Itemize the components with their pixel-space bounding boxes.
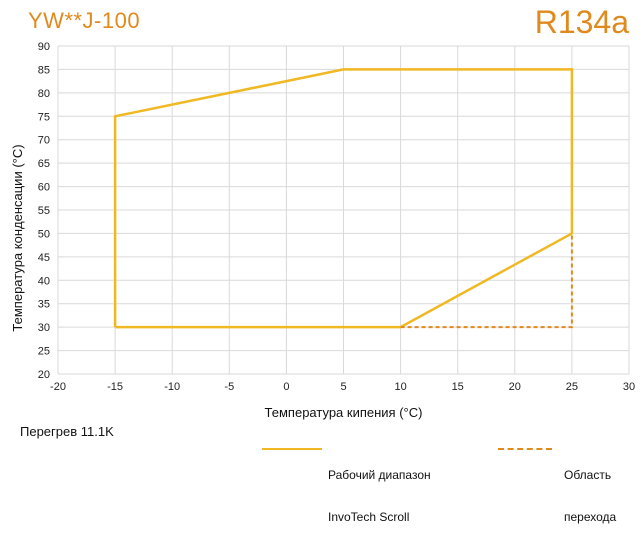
x-tick-label: 25: [566, 381, 578, 393]
y-tick-label: 55: [38, 205, 50, 217]
y-tick-label: 45: [38, 252, 50, 264]
y-tick-label: 70: [38, 135, 50, 147]
y-tick-label: 50: [38, 228, 50, 240]
x-tick-label: 10: [394, 381, 406, 393]
x-tick-label: 5: [340, 381, 346, 393]
y-tick-label: 35: [38, 299, 50, 311]
envelope-chart: -20 -15 -10 -5 0 5 10 15 20 25 30 20 25 30 35 40 45 50 55…: [10, 41, 635, 420]
y-tick-label: 65: [38, 158, 50, 170]
legend-solid-swatch: [262, 448, 322, 450]
transition-area-line: [400, 233, 573, 329]
x-tick-label: 0: [283, 381, 289, 393]
x-tick-label: -5: [224, 381, 234, 393]
x-tick-label: 15: [452, 381, 464, 393]
y-tick-label: 60: [38, 182, 50, 194]
y-tick-label: 90: [38, 41, 50, 53]
x-tick-label: -20: [50, 381, 66, 393]
y-tick-label: 80: [38, 88, 50, 100]
y-tick-label: 30: [38, 322, 50, 334]
chart-grid: [57, 45, 630, 375]
legend-transition-line1: Область: [564, 468, 612, 482]
model-title: YW**J-100: [28, 8, 141, 33]
chart-series: [113, 68, 574, 329]
x-axis-label: Температура кипения (°C): [265, 405, 423, 420]
x-tick-label: -10: [164, 381, 180, 393]
x-tick-label: 20: [509, 381, 521, 393]
y-tick-labels: 20 25 30 35 40 45 50 55 60 65 70 75 80 85 90: [38, 41, 50, 381]
legend-operating-line1: Рабочий диапазон: [328, 468, 431, 482]
legend-dashed-swatch: [498, 448, 552, 450]
legend-transition-line2: перехода: [564, 510, 617, 524]
x-tick-label: -15: [107, 381, 123, 393]
superheat-note: Перегрев 11.1K: [20, 424, 114, 439]
y-tick-label: 75: [38, 111, 50, 123]
refrigerant-title: R134a: [534, 4, 629, 40]
y-tick-label: 85: [38, 64, 50, 76]
y-tick-label: 25: [38, 346, 50, 358]
y-tick-label: 40: [38, 275, 50, 287]
legend-operating-line2: InvoTech Scroll: [328, 510, 410, 524]
y-axis-label: Температура конденсации (°C): [10, 144, 25, 331]
y-tick-label: 20: [38, 369, 50, 381]
x-tick-label: 30: [623, 381, 635, 393]
x-tick-labels: -20 -15 -10 -5 0 5 10 15 20 25 30: [50, 381, 635, 393]
